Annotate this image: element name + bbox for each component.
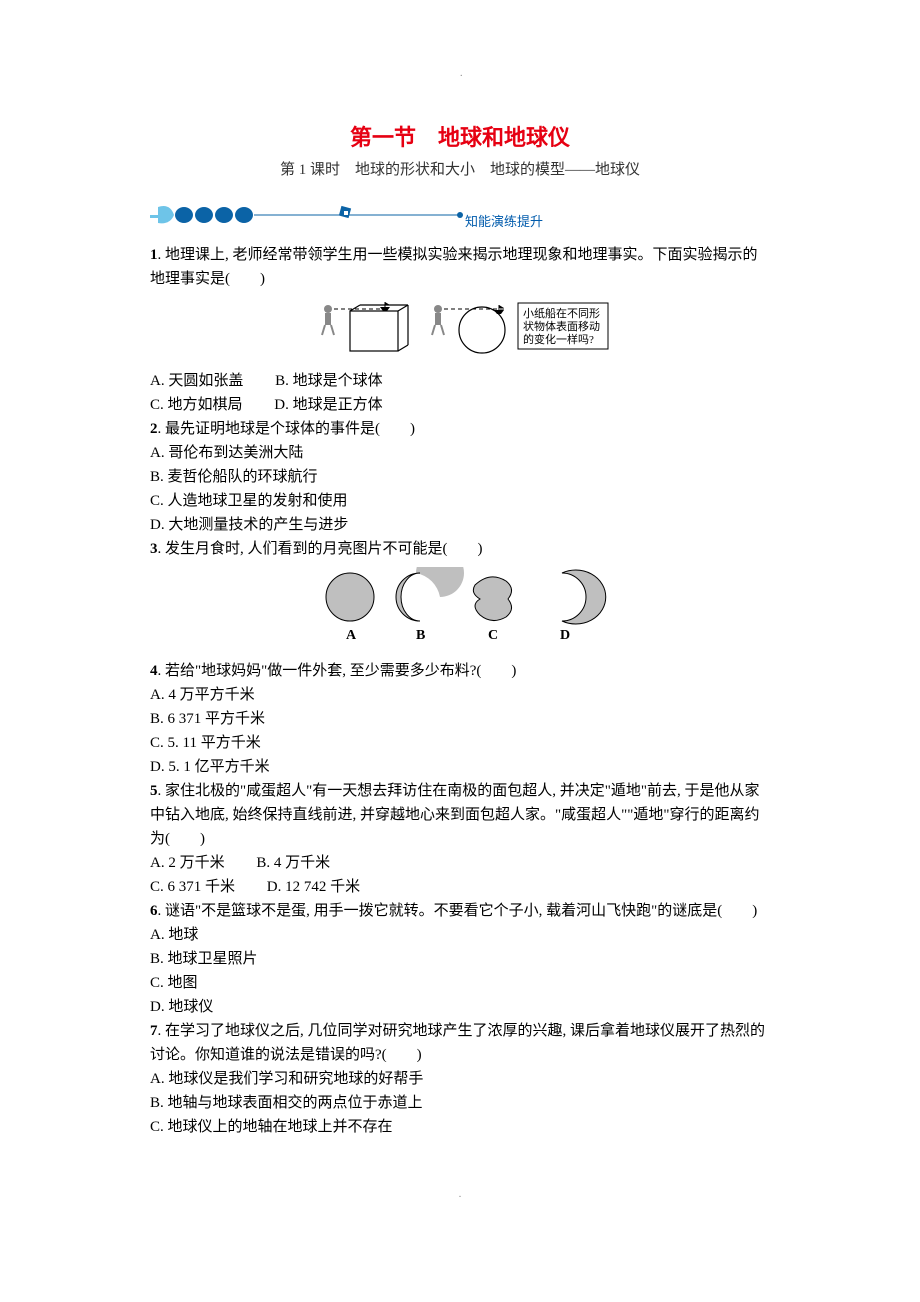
- svg-text:C: C: [488, 628, 498, 643]
- lesson-title: 第一节 地球和地球仪: [150, 120, 770, 152]
- svg-text:小纸船在不同形: 小纸船在不同形: [523, 306, 600, 320]
- lesson-subtitle: 第 1 课时 地球的形状和大小 地球的模型——地球仪: [150, 158, 770, 179]
- svg-text:D: D: [560, 628, 570, 643]
- q2-optB: B. 麦哲伦船队的环球航行: [150, 465, 770, 489]
- q1-figure: 小纸船在不同形 状物体表面移动 的变化一样吗?: [150, 297, 770, 363]
- q4-optB: B. 6 371 平方千米: [150, 707, 770, 731]
- section-banner: 知能演练提升: [150, 197, 770, 237]
- q1-number: 1: [150, 247, 158, 263]
- q6-optD: D. 地球仪: [150, 995, 770, 1019]
- q2-optD: D. 大地测量技术的产生与进步: [150, 513, 770, 537]
- q1-options-row2: C. 地方如棋局 D. 地球是正方体: [150, 393, 770, 417]
- svg-text:B: B: [416, 628, 425, 643]
- q6-optB: B. 地球卫星照片: [150, 947, 770, 971]
- bottom-marker: .: [150, 1189, 770, 1200]
- banner-label: 知能演练提升: [465, 211, 543, 230]
- q5-options-row2: C. 6 371 千米 D. 12 742 千米: [150, 875, 770, 899]
- q6-optA: A. 地球: [150, 923, 770, 947]
- q4-text: . 若给"地球妈妈"做一件外套, 至少需要多少布料?( ): [158, 663, 517, 679]
- q1-optA: A. 天圆如张盖: [150, 369, 243, 393]
- q7-text: . 在学习了地球仪之后, 几位同学对研究地球产生了浓厚的兴趣, 课后拿着地球仪展…: [150, 1023, 765, 1063]
- q5-optD: D. 12 742 千米: [267, 875, 360, 899]
- question-4: 4. 若给"地球妈妈"做一件外套, 至少需要多少布料?( ): [150, 659, 770, 683]
- question-7: 7. 在学习了地球仪之后, 几位同学对研究地球产生了浓厚的兴趣, 课后拿着地球仪…: [150, 1019, 770, 1067]
- q3-number: 3: [150, 541, 158, 557]
- q2-optA: A. 哥伦布到达美洲大陆: [150, 441, 770, 465]
- question-5: 5. 家住北极的"咸蛋超人"有一天想去拜访住在南极的面包超人, 并决定"遁地"前…: [150, 779, 770, 851]
- q5-optB: B. 4 万千米: [256, 851, 330, 875]
- svg-text:A: A: [346, 628, 357, 643]
- q1-optD: D. 地球是正方体: [274, 393, 382, 417]
- q3-figure: A B C D: [150, 567, 770, 653]
- q2-text: . 最先证明地球是个球体的事件是( ): [158, 421, 416, 437]
- q1-optB: B. 地球是个球体: [275, 369, 383, 393]
- q6-number: 6: [150, 903, 158, 919]
- top-marker: .: [460, 68, 463, 79]
- q7-optA: A. 地球仪是我们学习和研究地球的好帮手: [150, 1067, 770, 1091]
- q7-number: 7: [150, 1023, 158, 1039]
- q1-options-row1: A. 天圆如张盖 B. 地球是个球体: [150, 369, 770, 393]
- q2-optC: C. 人造地球卫星的发射和使用: [150, 489, 770, 513]
- q5-optC: C. 6 371 千米: [150, 875, 235, 899]
- q5-number: 5: [150, 783, 158, 799]
- q6-optC: C. 地图: [150, 971, 770, 995]
- svg-text:的变化一样吗?: 的变化一样吗?: [523, 332, 594, 346]
- q7-optB: B. 地轴与地球表面相交的两点位于赤道上: [150, 1091, 770, 1115]
- svg-text:状物体表面移动: 状物体表面移动: [523, 319, 600, 333]
- q1-optC: C. 地方如棋局: [150, 393, 243, 417]
- question-6: 6. 谜语"不是篮球不是蛋, 用手一拨它就转。不要看它个子小, 载着河山飞快跑"…: [150, 899, 770, 923]
- q5-text: . 家住北极的"咸蛋超人"有一天想去拜访住在南极的面包超人, 并决定"遁地"前去…: [150, 783, 760, 847]
- q4-optD: D. 5. 1 亿平方千米: [150, 755, 770, 779]
- q4-optC: C. 5. 11 平方千米: [150, 731, 770, 755]
- q1-text: . 地理课上, 老师经常带领学生用一些模拟实验来揭示地理现象和地理事实。下面实验…: [150, 247, 758, 287]
- question-2: 2. 最先证明地球是个球体的事件是( ): [150, 417, 770, 441]
- q2-number: 2: [150, 421, 158, 437]
- q6-text: . 谜语"不是篮球不是蛋, 用手一拨它就转。不要看它个子小, 载着河山飞快跑"的…: [158, 903, 758, 919]
- q4-optA: A. 4 万平方千米: [150, 683, 770, 707]
- question-3: 3. 发生月食时, 人们看到的月亮图片不可能是( ): [150, 537, 770, 561]
- q5-options-row1: A. 2 万千米 B. 4 万千米: [150, 851, 770, 875]
- q7-optC: C. 地球仪上的地轴在地球上并不存在: [150, 1115, 770, 1139]
- q3-text: . 发生月食时, 人们看到的月亮图片不可能是( ): [158, 541, 483, 557]
- q5-optA: A. 2 万千米: [150, 851, 225, 875]
- q4-number: 4: [150, 663, 158, 679]
- question-1: 1. 地理课上, 老师经常带领学生用一些模拟实验来揭示地理现象和地理事实。下面实…: [150, 243, 770, 291]
